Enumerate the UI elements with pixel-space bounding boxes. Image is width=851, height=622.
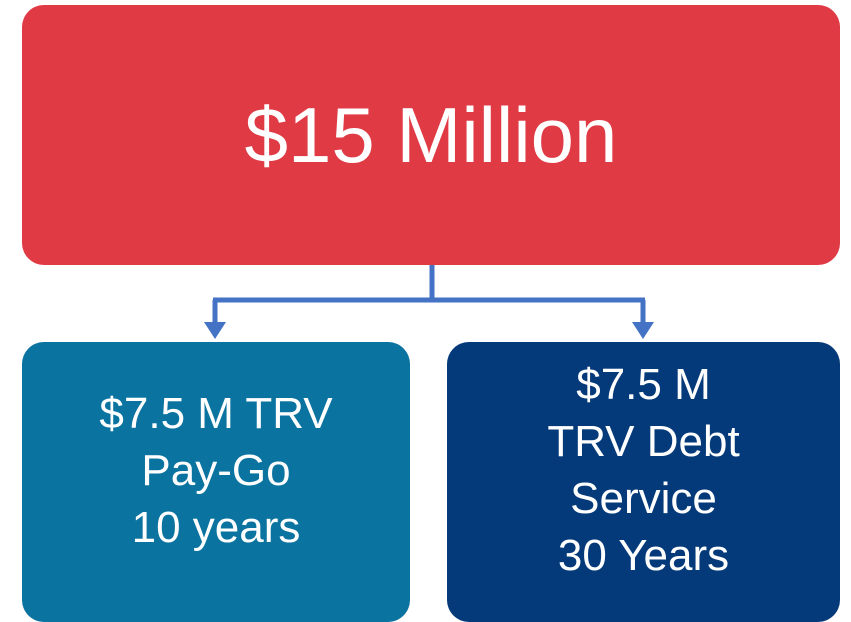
node-label: 30 Years [557,531,730,580]
node-label: 10 years [131,502,301,552]
pay-go-node: $7.5 M TRV Pay-Go 10 years [22,342,410,622]
node-label: $7.5 M [576,360,711,409]
node-label: TRV Debt [547,417,740,466]
connector [204,265,654,339]
page: $15 Million $7.5 M TRV Pay-Go 10 years $… [22,5,840,622]
node-label: Service [570,474,717,523]
total-node: $15 Million [22,5,840,265]
connector-lines [212,265,646,326]
debt-service-node: $7.5 M TRV Debt Service 30 Years [447,342,840,622]
arrow-head [204,322,226,339]
node-label: Pay-Go [141,445,291,495]
node-label: $15 Million [244,90,618,179]
arrow-head [632,322,654,339]
node-label: $7.5 M TRV [99,388,333,438]
